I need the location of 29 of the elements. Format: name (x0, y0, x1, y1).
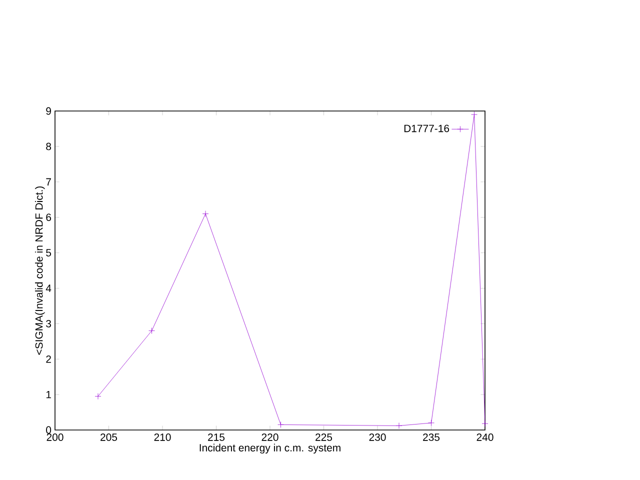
y-tick-label: 7 (46, 178, 51, 186)
x-axis-title: Incident energy in c.m. system (200, 444, 340, 454)
x-tick-label: 225 (316, 434, 332, 441)
point (202, 210, 209, 217)
x-tick-label: 215 (208, 434, 225, 441)
y-tick-label: 6 (46, 214, 52, 222)
x-tick-label: 240 (476, 434, 494, 441)
x-tick-label: 235 (423, 434, 440, 441)
point (278, 421, 284, 428)
y-tick-label: 9 (46, 107, 51, 115)
legend-label: D1777-16 (404, 124, 450, 132)
y-tick-label: 8 (46, 142, 52, 150)
y-axis-title: <SIGMA(Invalid code in NRDF Dict.) (35, 186, 45, 355)
x-tick-label: 210 (154, 434, 171, 441)
point (396, 422, 402, 429)
x-tick-label: 200 (46, 434, 64, 441)
y-tick-label: 1 (46, 390, 51, 398)
y-tick-label: 0 (46, 426, 52, 434)
point (428, 420, 434, 426)
y-tick-label: 4 (46, 284, 52, 292)
y-tick-label: 5 (46, 249, 52, 256)
point (471, 111, 478, 118)
point (94, 393, 102, 400)
y-tick-label: 3 (46, 320, 52, 328)
x-tick-label: 230 (369, 434, 386, 441)
x-tick-label: 205 (100, 434, 118, 441)
y-tick-label: 2 (46, 355, 51, 363)
x-tick-label: 220 (262, 434, 278, 441)
point (482, 420, 488, 427)
